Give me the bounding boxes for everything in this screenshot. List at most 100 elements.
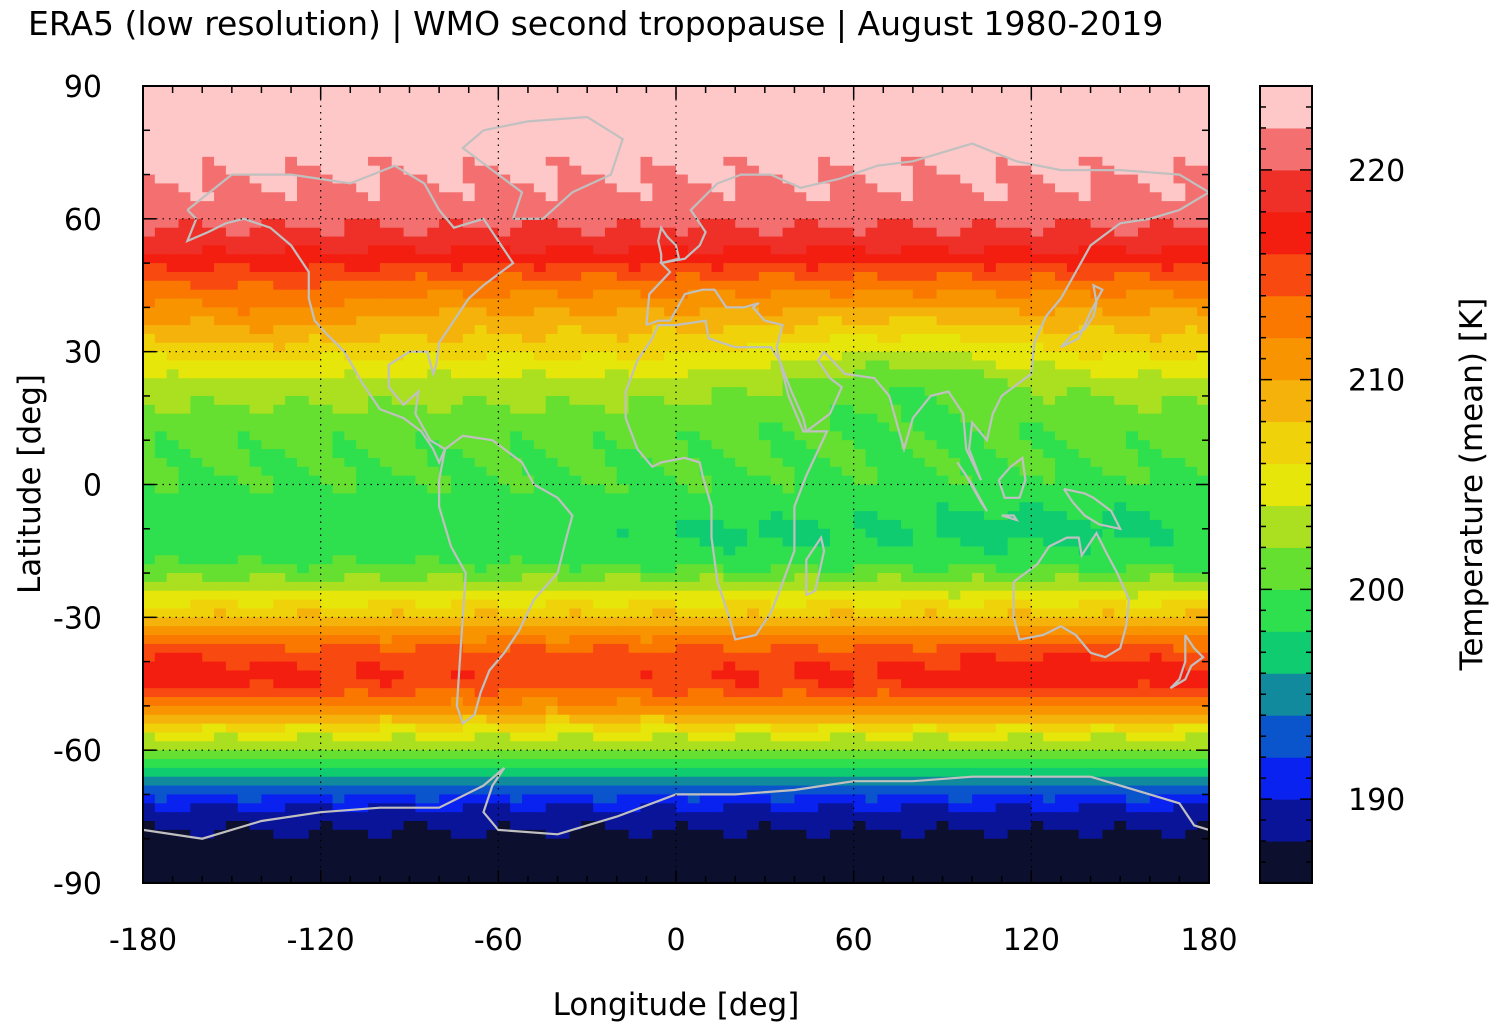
map-cell	[735, 94, 748, 105]
map-cell	[794, 466, 807, 477]
map-cell	[190, 431, 203, 441]
map-cell	[379, 156, 393, 167]
map-cell	[818, 475, 831, 486]
map-cell	[1031, 316, 1044, 326]
map-cell	[676, 121, 689, 131]
map-cell	[593, 86, 606, 96]
map-cell	[995, 112, 1009, 123]
map-cell	[1043, 174, 1056, 185]
map-cell	[308, 298, 322, 308]
map-cell	[972, 94, 985, 105]
map-cell	[569, 86, 582, 96]
map-cell	[308, 121, 322, 131]
map-cell	[747, 422, 760, 432]
map-cell	[853, 156, 867, 167]
map-cell	[1031, 369, 1044, 379]
map-cell	[1114, 236, 1127, 246]
map-cell	[936, 165, 950, 176]
map-cell	[664, 183, 677, 193]
map-cell	[498, 466, 511, 477]
map-cell	[1055, 192, 1068, 202]
map-cell	[806, 280, 819, 291]
map-cell	[901, 369, 914, 379]
map-cell	[711, 112, 724, 123]
map-cell	[960, 227, 973, 238]
map-cell	[676, 147, 689, 158]
map-cell	[1066, 342, 1080, 353]
map-cell	[711, 475, 724, 486]
map-cell	[237, 440, 251, 450]
map-cell	[1126, 316, 1139, 326]
map-cell	[1019, 209, 1032, 220]
map-cell	[735, 86, 748, 96]
map-cell	[308, 369, 322, 379]
map-cell	[865, 271, 878, 282]
map-cell	[344, 245, 357, 255]
map-cell	[1102, 519, 1115, 530]
map-cell	[427, 511, 440, 521]
map-cell	[912, 493, 926, 503]
map-cell	[403, 227, 417, 238]
map-cell	[1078, 333, 1092, 344]
map-cell	[533, 139, 547, 149]
map-cell	[877, 493, 890, 503]
map-cell	[948, 156, 961, 167]
map-cell	[1137, 369, 1151, 379]
map-cell	[569, 121, 582, 131]
map-cell	[143, 271, 156, 282]
map-cell	[510, 493, 523, 503]
map-cell	[1102, 555, 1115, 565]
map-cell	[699, 130, 713, 140]
map-cell	[285, 493, 298, 503]
map-cell	[1126, 342, 1139, 353]
map-cell	[154, 112, 168, 123]
map-cell	[1149, 289, 1163, 300]
map-cell	[533, 431, 547, 441]
map-cell	[403, 289, 417, 300]
map-cell	[356, 404, 369, 415]
map-cell	[782, 218, 796, 229]
map-cell	[332, 457, 345, 468]
map-cell	[1173, 466, 1186, 477]
map-cell	[995, 139, 1009, 149]
map-cell	[1173, 289, 1186, 300]
map-cell	[841, 130, 855, 140]
map-cell	[450, 440, 464, 450]
map-cell	[237, 227, 251, 238]
map-cell	[450, 360, 464, 370]
map-cell	[1114, 130, 1127, 140]
map-cell	[1185, 387, 1198, 397]
map-cell	[936, 174, 950, 185]
map-cell	[569, 316, 582, 326]
map-cell	[356, 316, 369, 326]
map-cell	[676, 431, 689, 441]
map-cell	[510, 395, 523, 406]
map-cell	[545, 546, 559, 556]
map-cell	[1019, 121, 1032, 131]
map-cell	[308, 236, 322, 246]
map-cell	[273, 263, 286, 273]
map-cell	[924, 413, 938, 424]
map-cell	[652, 528, 665, 539]
map-cell	[379, 183, 393, 193]
map-cell	[1043, 546, 1056, 556]
map-cell	[237, 342, 251, 353]
map-cell	[261, 174, 274, 185]
map-cell	[628, 342, 642, 353]
map-cell	[1031, 130, 1044, 140]
map-cell	[533, 457, 547, 468]
map-cell	[178, 156, 191, 167]
map-cell	[368, 316, 381, 326]
map-cell	[285, 351, 298, 362]
map-cell	[462, 183, 476, 193]
map-cell	[1055, 298, 1068, 308]
map-cell	[640, 555, 653, 565]
map-cell	[273, 307, 286, 317]
map-cell	[450, 245, 464, 255]
map-cell	[344, 280, 357, 291]
map-cell	[581, 519, 594, 530]
map-cell	[1197, 475, 1209, 486]
map-cell	[1185, 449, 1198, 459]
map-cell	[1066, 511, 1080, 521]
map-cell	[877, 254, 890, 264]
